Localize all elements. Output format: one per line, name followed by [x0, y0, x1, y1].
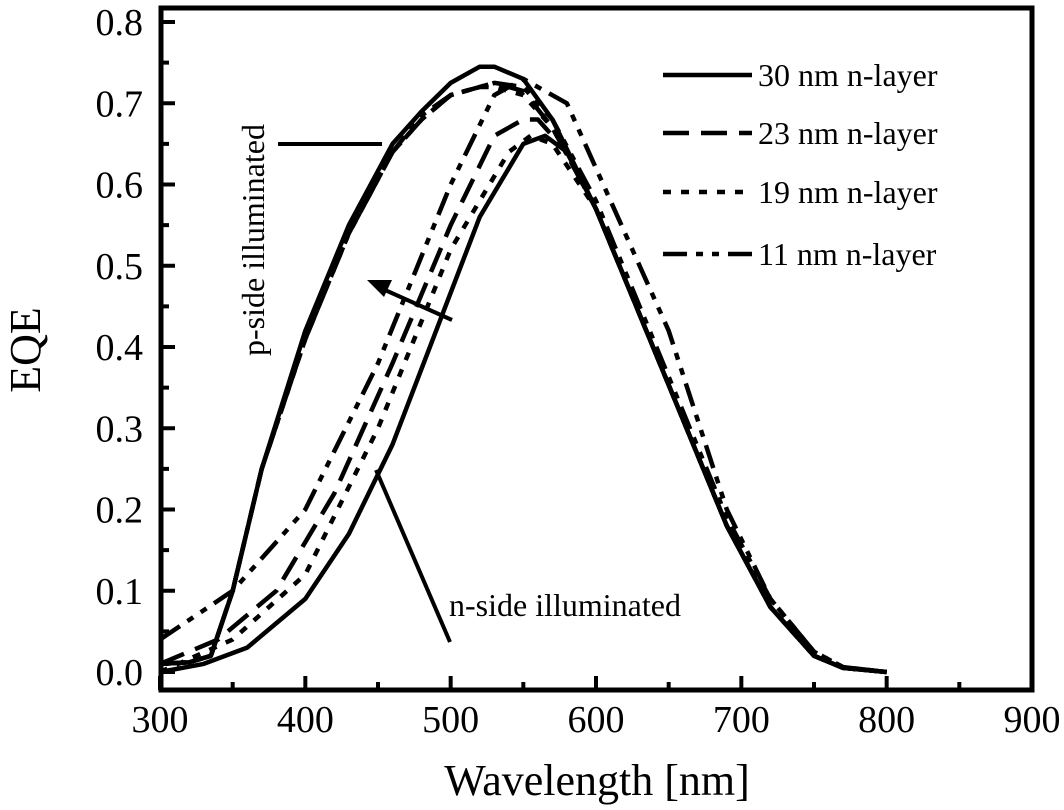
x-tick-label: 300: [132, 699, 189, 741]
series-4-n-side-line: [158, 76, 887, 675]
y-tick-label: 0.3: [96, 408, 144, 450]
legend-entry-label: 19 nm n-layer: [758, 174, 938, 210]
curves: [158, 64, 887, 675]
legend-entry-label: 23 nm n-layer: [758, 115, 938, 151]
x-axis-label: Wavelength [nm]: [444, 756, 750, 805]
thickness-arrow: [367, 280, 453, 322]
y-tick-label: 0.5: [96, 246, 144, 288]
series-3-n-side-line: [159, 133, 887, 675]
y-tick-label: 0.1: [96, 571, 144, 613]
annotation-p-side: p-side illuminated: [235, 124, 271, 356]
legend-entry-label: 11 nm n-layer: [758, 236, 937, 272]
y-tick-label: 0.4: [96, 327, 144, 369]
x-tick-label: 600: [568, 699, 625, 741]
x-tick-label: 700: [713, 699, 770, 741]
legend-entry-label: 30 nm n-layer: [758, 57, 938, 93]
x-tick-label: 400: [277, 699, 334, 741]
y-axis-label: EQE: [1, 307, 50, 393]
y-tick-label: 0.8: [96, 2, 144, 44]
axes: 300 400 500 600 700 800 900 0.0 0.1 0.2 0.3 0.4 0.5 0…: [96, 2, 1061, 741]
y-tick-label: 0.7: [96, 83, 144, 125]
y-tick-label: 0.6: [96, 165, 144, 207]
y-tick-label: 0.2: [96, 490, 144, 532]
series-2-n-side-line: [159, 117, 887, 675]
x-tick-label: 900: [1004, 699, 1061, 741]
annotation-n-side: n-side illuminated: [449, 587, 681, 623]
x-tick-label: 500: [422, 699, 479, 741]
n-side-pointer-line: [374, 469, 452, 643]
y-tick-label: 0.0: [96, 652, 144, 694]
legend: 30 nm n-layer 23 nm n-layer 19 nm n-layer 1…: [663, 57, 938, 272]
x-tick-label: 800: [858, 699, 915, 741]
